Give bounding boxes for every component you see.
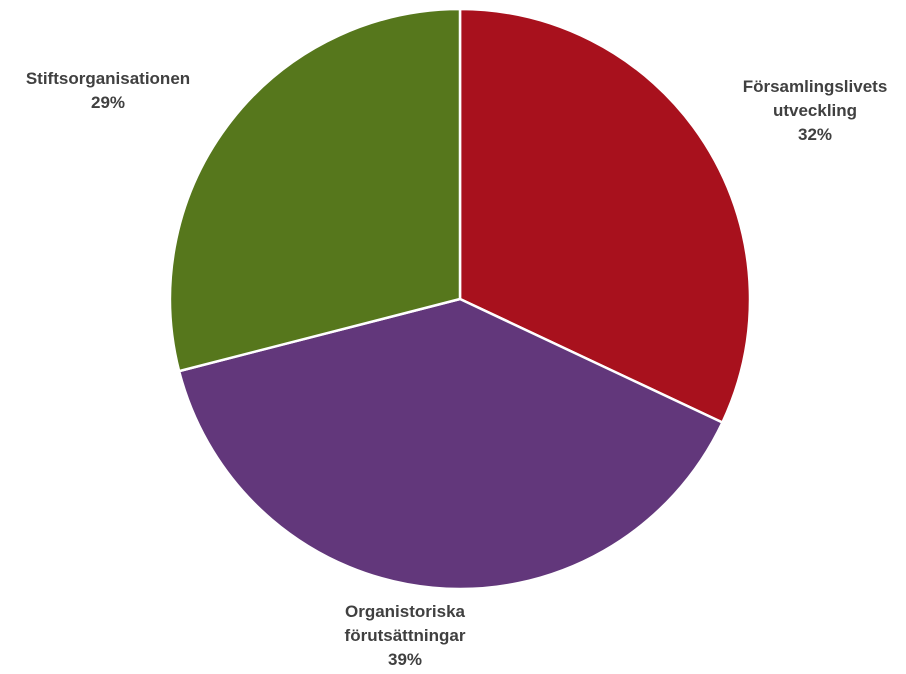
slice-value-label: 29% bbox=[91, 93, 125, 112]
pie-slice-2 bbox=[177, 297, 724, 591]
slices-layer bbox=[168, 7, 752, 591]
slice-category-label: Församlingslivets bbox=[743, 77, 888, 96]
slice-value-label: 32% bbox=[798, 125, 832, 144]
slice-category-label: Organistoriska bbox=[345, 602, 466, 621]
labels-layer: Församlingslivets utveckling 32% Organistor… bbox=[26, 69, 887, 669]
pie-slice-1 bbox=[458, 7, 752, 424]
slice-label-2: Organistoriska förutsättningar 39% bbox=[345, 602, 466, 669]
pie-slice-3 bbox=[168, 7, 462, 373]
slice-label-3: Stiftsorganisationen 29% bbox=[26, 69, 190, 112]
slice-category-label: förutsättningar bbox=[345, 626, 466, 645]
slice-category-label: utveckling bbox=[773, 101, 857, 120]
slice-category-label: Stiftsorganisationen bbox=[26, 69, 190, 88]
slice-label-1: Församlingslivets utveckling 32% bbox=[743, 77, 888, 144]
slice-value-label: 39% bbox=[388, 650, 422, 669]
